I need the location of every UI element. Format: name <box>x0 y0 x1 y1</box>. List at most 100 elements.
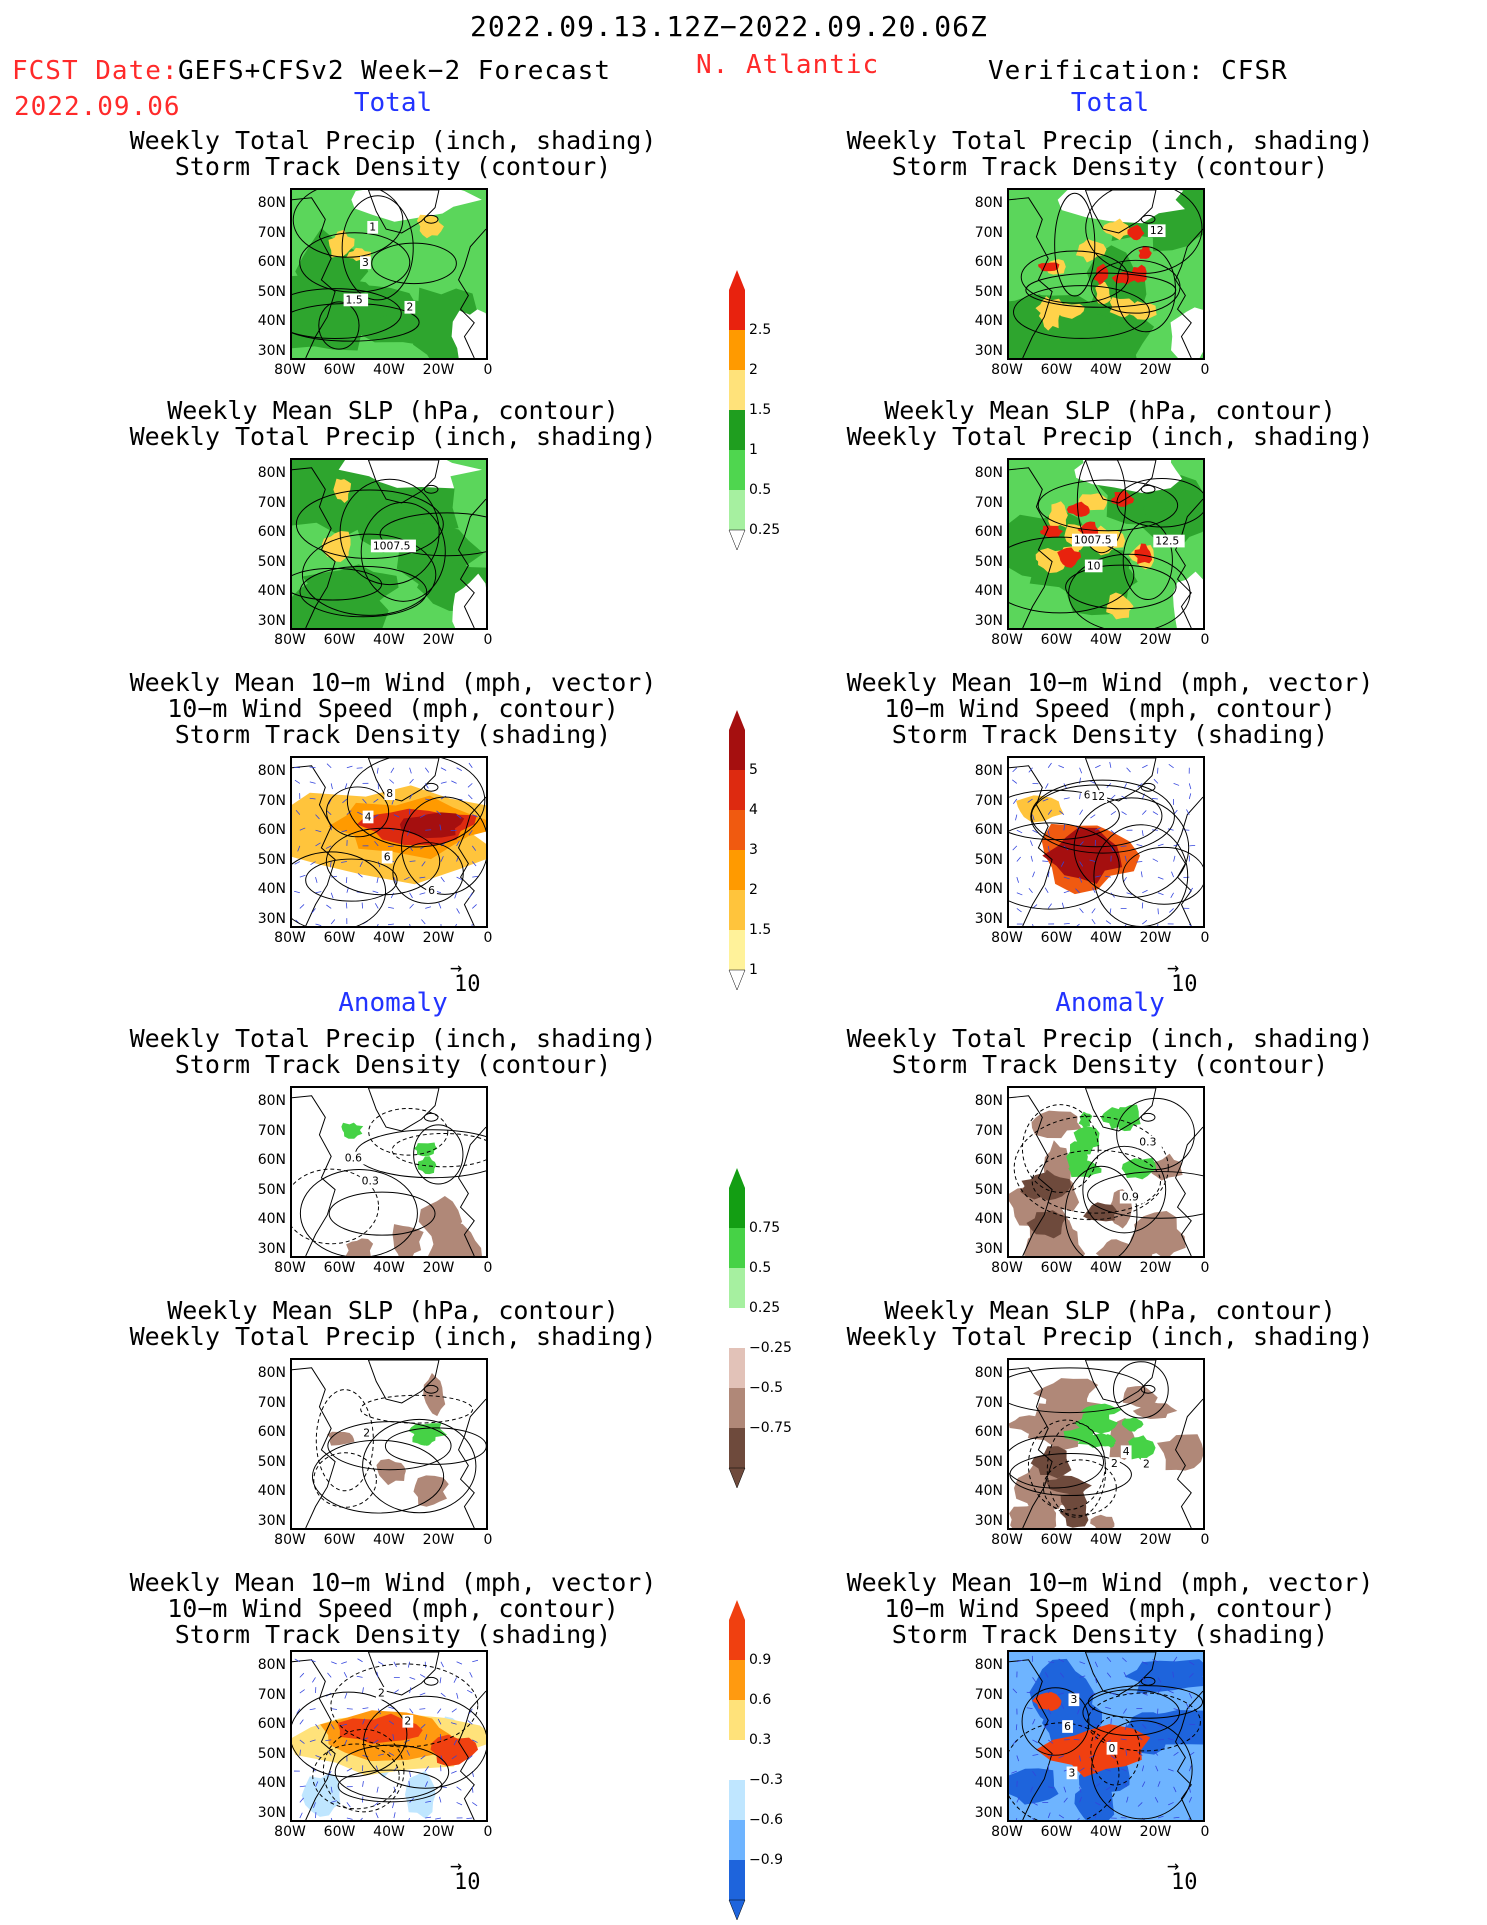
map-canvas: 2 <box>292 1360 486 1528</box>
shading-region <box>1134 1210 1186 1256</box>
lon-tick-label: 20W <box>422 362 455 378</box>
wind-vector <box>376 1671 379 1678</box>
contour-label: 2 <box>378 1687 385 1700</box>
contour-label: 12 <box>1150 224 1164 237</box>
shading-region <box>1078 1111 1093 1128</box>
wind-vector <box>309 1708 316 1711</box>
contour-line <box>1031 1149 1161 1214</box>
shading-region <box>430 1734 479 1767</box>
lat-tick-label: 40N <box>974 1483 1003 1499</box>
wind-vector <box>393 1786 397 1793</box>
wind-vector <box>376 877 379 884</box>
wind-vector <box>1186 809 1190 815</box>
map-canvas: 0 3 3 6 <box>1009 1652 1203 1820</box>
greenland-coastline <box>367 460 440 504</box>
panel-title-line: 10−m Wind Speed (mph, contour) <box>884 1594 1336 1623</box>
colorbar-cap <box>728 529 746 550</box>
colorbar-label: −0.3 <box>749 1772 783 1788</box>
colorbar-cap <box>728 1467 746 1488</box>
wind-vector <box>326 810 332 815</box>
contour-line <box>1064 1165 1138 1256</box>
wind-vector <box>393 1689 399 1694</box>
wind-vector <box>1060 861 1065 867</box>
wind-vector <box>388 1706 395 1710</box>
wind-vector <box>1079 1661 1086 1665</box>
lat-tick-label: 50N <box>974 851 1003 868</box>
wind-vector <box>1137 1802 1143 1807</box>
colorbar-segment <box>729 410 745 450</box>
wind-vector <box>1141 1724 1147 1729</box>
wind-vector <box>453 1739 457 1746</box>
wind-vector <box>419 1674 426 1678</box>
wind-vector <box>294 890 300 894</box>
section-anomaly-forecast: Anomaly <box>338 988 448 1018</box>
wind-vector <box>409 1687 412 1694</box>
map-canvas: 0.3 0.9 <box>1009 1088 1203 1256</box>
greenland-coastline <box>1084 190 1157 234</box>
lat-tick-label: 40N <box>257 1211 286 1227</box>
map-panel-t_wind-fc: 6 6 8 4 <box>290 756 488 928</box>
wind-vector <box>315 1781 319 1787</box>
wind-vector <box>1058 1692 1064 1696</box>
wind-vector <box>456 814 462 819</box>
wind-vector <box>309 781 316 784</box>
panel-title-line: Storm Track Density (contour) <box>891 152 1329 181</box>
contour-label: 0.3 <box>1139 1135 1156 1148</box>
iceland-coastline <box>423 214 439 224</box>
wind-vector <box>1012 767 1018 773</box>
wind-vector <box>456 1802 463 1806</box>
contour-line <box>1065 564 1177 610</box>
wind-vector <box>1047 1708 1052 1715</box>
contour-label-bg <box>362 810 374 824</box>
contour-label-bg <box>361 1426 373 1440</box>
lon-tick-label: 40W <box>1090 1532 1122 1548</box>
colorbar-cap <box>729 270 745 290</box>
wind-vector <box>362 798 367 804</box>
contour-line <box>292 1691 408 1778</box>
colorbar-segment <box>729 730 745 770</box>
contour-label-bg <box>370 539 416 553</box>
wind-vector <box>1091 918 1096 925</box>
no-data-region <box>1074 460 1183 494</box>
contour-line <box>1082 1145 1167 1234</box>
contour-label-bg <box>1153 534 1185 548</box>
europe-africa-coastline <box>1175 1126 1203 1256</box>
wind-vector <box>409 793 413 800</box>
wind-vector <box>299 1749 301 1756</box>
north-america-coastline <box>1009 197 1053 358</box>
wind-vector <box>1047 762 1052 768</box>
wind-vector <box>1124 1724 1127 1731</box>
north-america-coastline <box>1009 1659 1053 1820</box>
wind-vector <box>331 1800 337 1803</box>
wind-vector <box>471 845 477 851</box>
contour-line <box>1113 1361 1169 1419</box>
wind-vector <box>1153 1750 1159 1756</box>
panel-title-line: Weekly Total Precip (inch, shading) <box>129 422 657 451</box>
wind-vector <box>440 856 444 862</box>
wind-vector <box>471 1786 474 1793</box>
wind-vector <box>1188 1818 1190 1820</box>
lon-tick-label: 80W <box>991 362 1023 378</box>
lon-tick-label: 40W <box>373 930 405 946</box>
wind-vector <box>1123 1672 1127 1678</box>
contour-line <box>1086 1692 1201 1752</box>
wind-vector <box>309 797 316 800</box>
wind-vector <box>345 902 348 909</box>
contour-line <box>1090 1715 1141 1786</box>
wind-vector <box>408 1817 410 1820</box>
wind-vector <box>388 1720 395 1725</box>
wind-vector <box>407 1661 410 1668</box>
map-canvas: 42 2 <box>1009 1360 1203 1528</box>
vector-ref-total-forecast: → 10 <box>450 955 481 997</box>
contour-line <box>1122 846 1203 905</box>
lon-tick-label: 40W <box>1090 362 1122 378</box>
lon-tick-label: 20W <box>422 632 455 648</box>
wind-vector <box>325 845 332 849</box>
lat-tick-label: 30N <box>974 1512 1003 1529</box>
wind-vector <box>373 1802 379 1807</box>
lon-tick-label: 20W <box>422 930 455 946</box>
contour-line <box>1090 259 1181 314</box>
wind-vector <box>456 767 462 771</box>
contour-label: 2 <box>404 1715 411 1728</box>
contour-line <box>1009 822 1120 910</box>
